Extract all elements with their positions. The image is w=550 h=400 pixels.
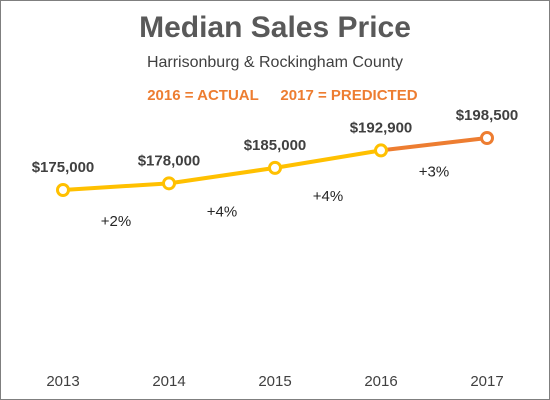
data-label-2016: $192,900 <box>350 119 413 136</box>
series-line-predicted <box>379 136 489 153</box>
change-label-1: +2% <box>101 213 131 230</box>
x-tick-2015: 2015 <box>258 373 291 390</box>
x-tick-2013: 2013 <box>46 373 79 390</box>
data-point-2017[interactable] <box>480 131 494 145</box>
data-label-2013: $175,000 <box>32 159 95 176</box>
data-point-2015[interactable] <box>268 160 282 175</box>
x-tick-2014: 2014 <box>152 373 185 390</box>
note-actual: 2016 = ACTUAL <box>147 87 259 104</box>
series-line-actual <box>61 148 383 192</box>
data-label-2014: $178,000 <box>138 152 201 169</box>
data-label-2015: $185,000 <box>244 137 307 154</box>
change-label-4: +3% <box>419 163 449 180</box>
data-point-2013[interactable] <box>56 183 70 197</box>
data-point-2014[interactable] <box>162 176 176 191</box>
change-label-3: +4% <box>313 188 343 205</box>
note-predicted: 2017 = PREDICTED <box>280 87 417 104</box>
x-tick-2017: 2017 <box>470 373 503 390</box>
chart-subtitle: Harrisonburg & Rockingham County <box>147 54 403 71</box>
x-tick-2016: 2016 <box>364 373 397 390</box>
plot-area: $175,000 $178,000 $185,000 $192,900 $198,500… <box>32 107 519 390</box>
data-label-2017: $198,500 <box>456 107 519 124</box>
change-label-2: +4% <box>207 203 237 220</box>
data-point-2016[interactable] <box>374 143 388 158</box>
chart-title: Median Sales Price <box>139 11 411 44</box>
